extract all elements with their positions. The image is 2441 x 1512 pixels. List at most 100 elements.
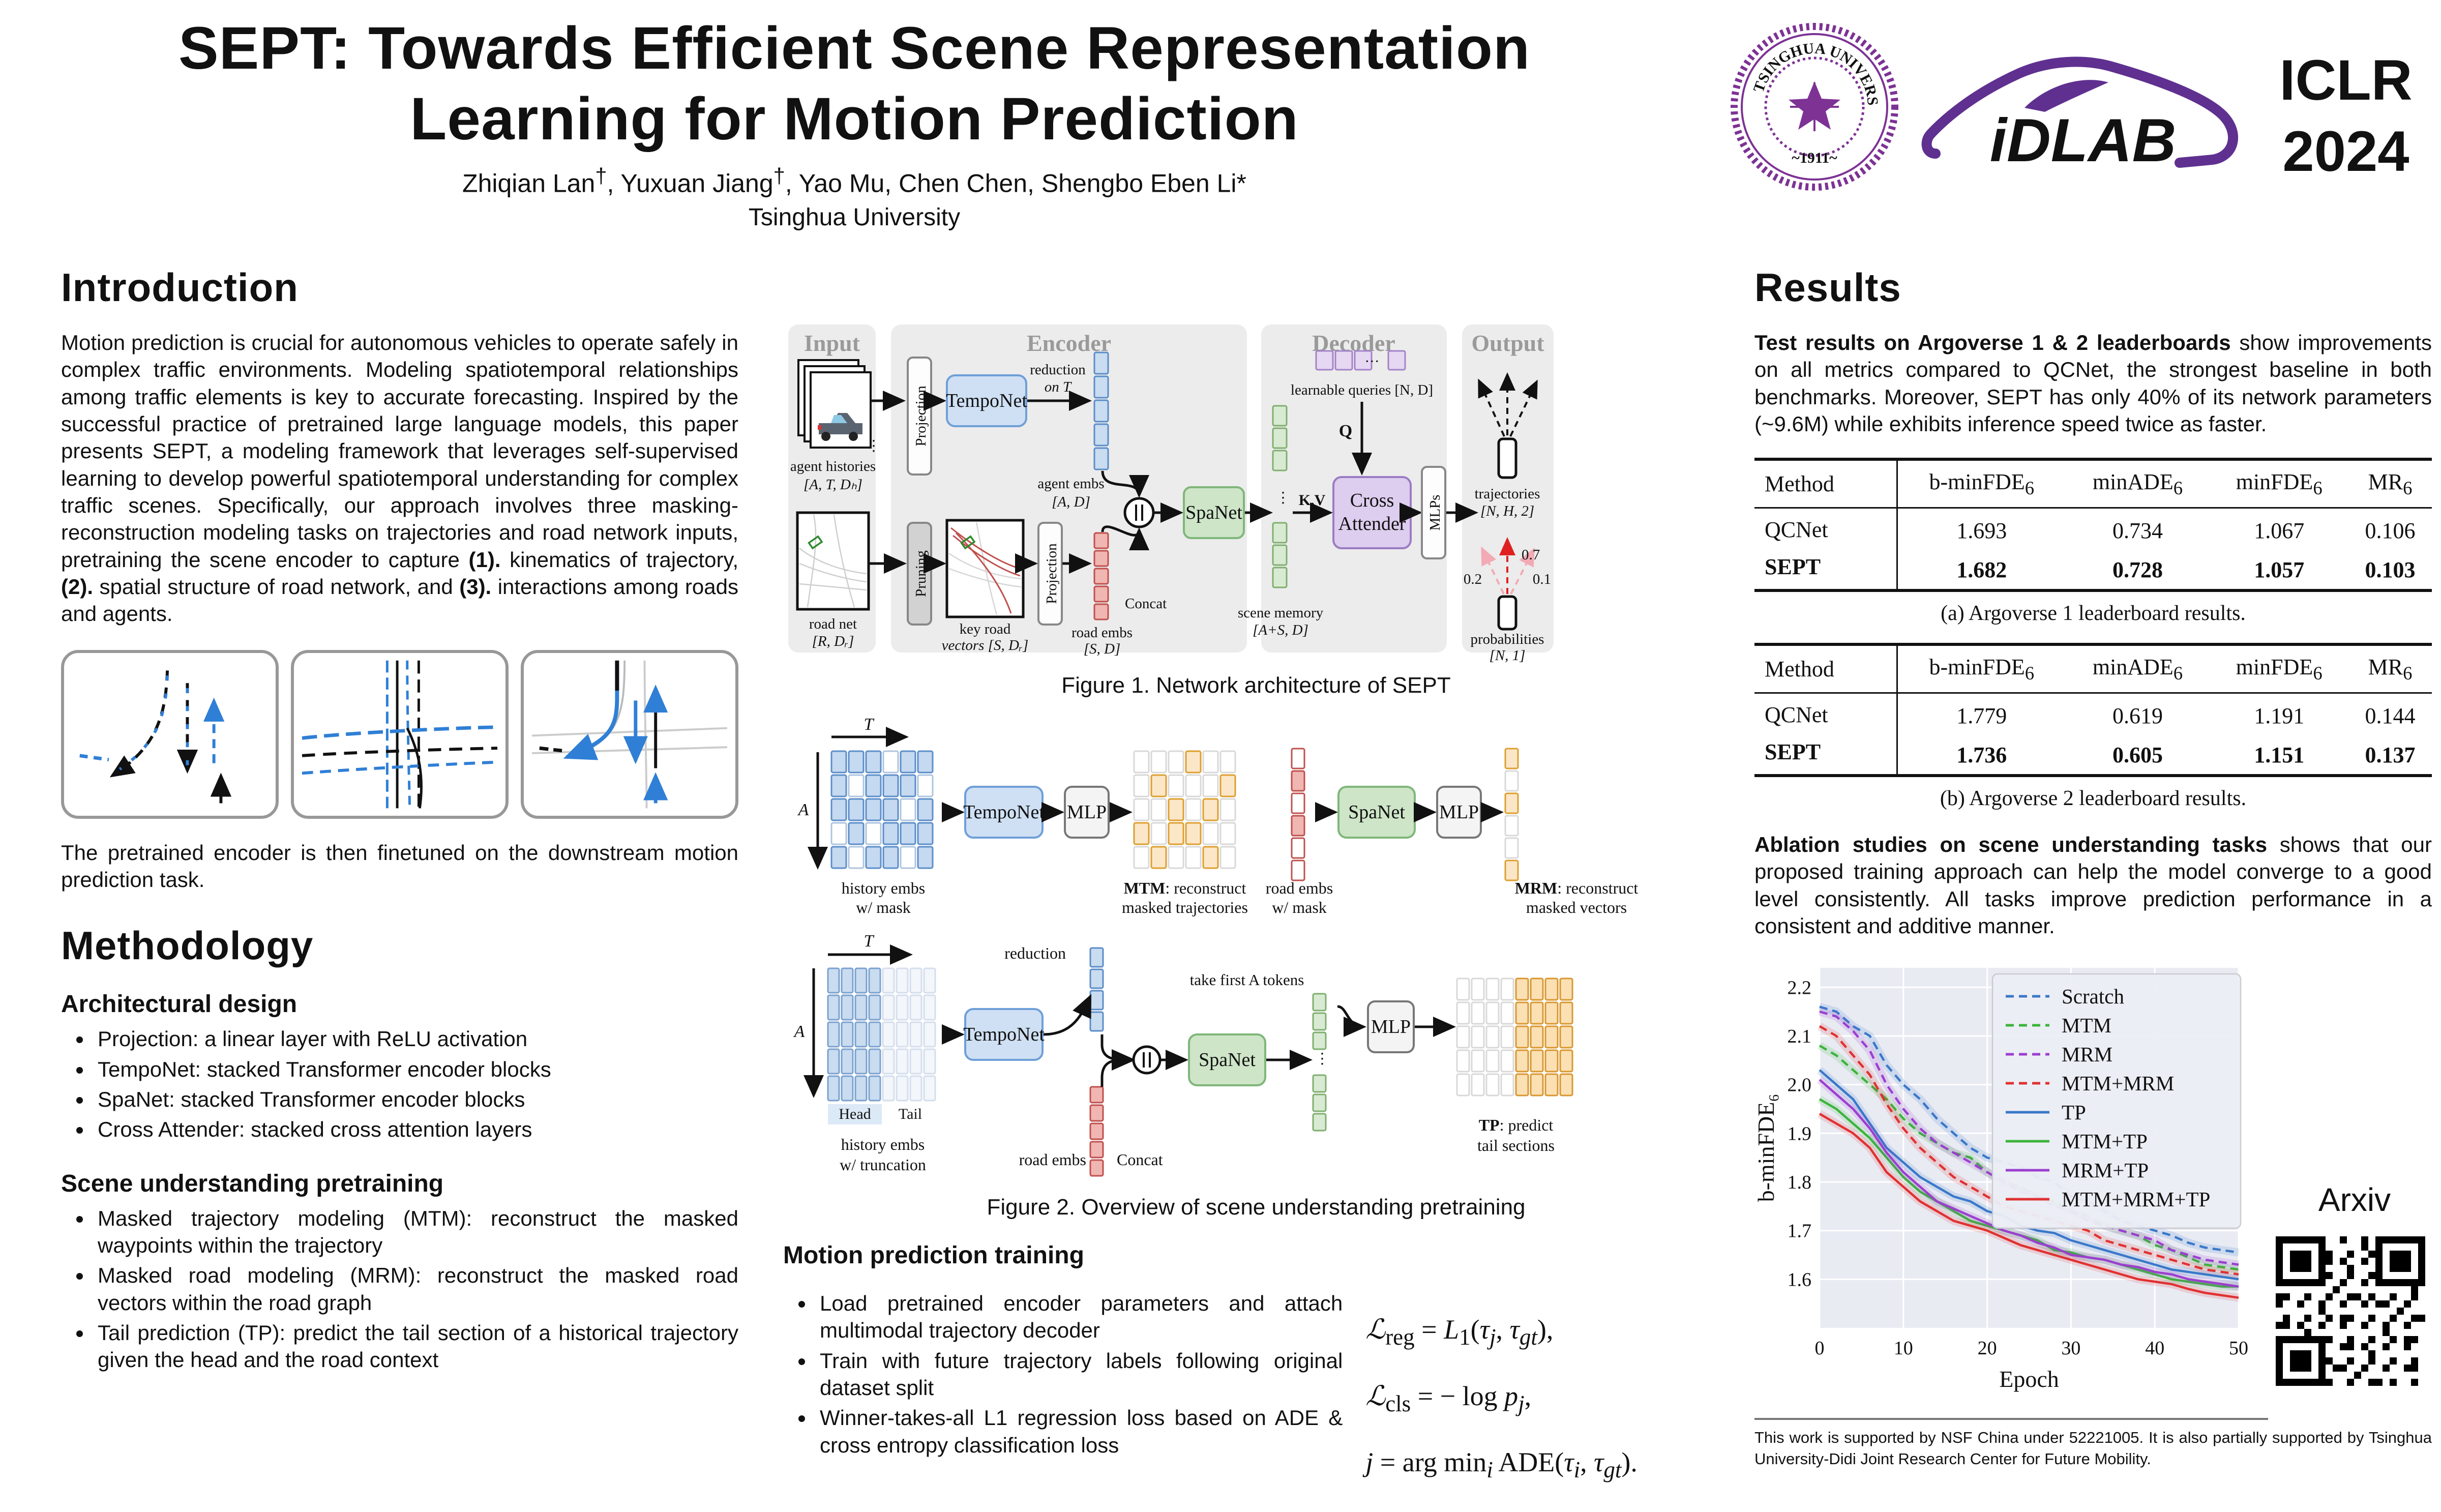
fig1-kv-label: K,V bbox=[1299, 492, 1326, 509]
fig1-key-road-label1: key road bbox=[960, 621, 1011, 637]
fig1-scene-memory-label: scene memory bbox=[1238, 605, 1324, 621]
fig1-cross-label1: Cross bbox=[1350, 490, 1394, 511]
cell-method: QCNet bbox=[1754, 508, 1898, 551]
x-tick-label: 30 bbox=[2061, 1338, 2080, 1359]
fig2-mtm-label1: MTM: reconstruct bbox=[1124, 879, 1246, 897]
cell-value: 1.779 bbox=[1956, 703, 2007, 728]
fig1-road-embs-dim: [S, D] bbox=[1084, 641, 1121, 657]
fig1-probabilities-dim: [N, 1] bbox=[1490, 647, 1526, 664]
fig2-history-mask-label2: w/ mask bbox=[856, 898, 911, 916]
iclr-line1: ICLR bbox=[2279, 48, 2413, 112]
tp-output-grid-orange bbox=[1515, 977, 1573, 1096]
scene-memory-cells-bottom bbox=[1272, 522, 1288, 588]
fig1-spanet-label: SpaNet bbox=[1185, 502, 1242, 523]
ablation-paragraph: Ablation studies on scene understanding … bbox=[1754, 831, 2432, 939]
cell-value: 0.605 bbox=[2112, 742, 2163, 767]
list-item: TempoNet: stacked Transformer encoder bl… bbox=[93, 1056, 738, 1083]
cell-method: SEPT bbox=[1754, 735, 1898, 776]
fig1-projection1-label: Projection bbox=[913, 386, 929, 447]
tp-green-tokens-top bbox=[1312, 993, 1327, 1050]
legend-label: MRM bbox=[2062, 1043, 2112, 1066]
fig2-history-mask-label1: history embs bbox=[842, 879, 925, 897]
authors: Zhiqian Lan†, Yuxuan Jiang†, Yao Mu, Che… bbox=[462, 164, 1246, 198]
y-tick-label: 1.6 bbox=[1788, 1269, 1812, 1291]
fig2-mrm-bold: MRM bbox=[1515, 879, 1558, 897]
argoverse1-table-caption: (a) Argoverse 1 leaderboard results. bbox=[1941, 602, 2246, 626]
reduction-column bbox=[1089, 947, 1104, 1032]
fig2b-tp-label2: tail sections bbox=[1477, 1136, 1555, 1154]
col-header-method: Method bbox=[1754, 644, 1898, 694]
motion-training-heading: Motion prediction training bbox=[783, 1242, 1084, 1269]
fig2b-dots: ⋮ bbox=[1315, 1051, 1330, 1067]
figure1-caption: Figure 1. Network architecture of SEPT bbox=[1061, 673, 1451, 698]
table-row: QCNet 1.693 0.734 1.067 0.106 bbox=[1754, 508, 2432, 551]
table-header-row: Method b-minFDE6 minADE6 minFDE6 MR6 bbox=[1754, 644, 2432, 694]
fig1-road-embs-label: road embs bbox=[1071, 625, 1133, 641]
figure2-tail-prediction: T A Head Tail history embs w/ truncation… bbox=[793, 932, 1573, 1177]
col-header-bminfde: b-minFDE6 bbox=[1897, 644, 2066, 694]
poster-title-line1: SEPT: Towards Efficient Scene Representa… bbox=[178, 15, 1531, 82]
fig2b-history-label2: w/ truncation bbox=[840, 1155, 926, 1174]
fig2b-tp-bold: TP bbox=[1479, 1116, 1500, 1134]
introduction-heading: Introduction bbox=[61, 265, 299, 310]
argoverse2-table-caption: (b) Argoverse 2 leaderboard results. bbox=[1940, 786, 2247, 810]
fig1-pruning-label: Pruning bbox=[913, 550, 929, 597]
conference-badge: ICLR 2024 bbox=[2262, 45, 2430, 187]
legend-label: Scratch bbox=[2062, 985, 2124, 1008]
table-header-row: Method b-minFDE6 minADE6 minFDE6 MR6 bbox=[1754, 459, 2432, 509]
idlab-car-outline-icon bbox=[1921, 56, 2238, 168]
fig2-mtm-label2: masked trajectories bbox=[1122, 898, 1248, 916]
road-embs-column bbox=[1093, 532, 1109, 620]
tp-road-embs-column bbox=[1089, 1086, 1104, 1177]
intro-seg6: (3). bbox=[459, 574, 492, 599]
fig2b-head-label: Head bbox=[839, 1106, 871, 1122]
fig2-t-label: T bbox=[864, 716, 875, 734]
fig1-key-road-label2: vectors [S, Dᵣ] bbox=[942, 637, 1029, 654]
arch-design-list: Projection: a linear layer with ReLU act… bbox=[61, 1025, 738, 1143]
mtm-reconstruction-grid bbox=[1133, 750, 1236, 869]
fig2-road-mask-label2: w/ mask bbox=[1272, 898, 1327, 916]
fig2-mrm-label2: masked vectors bbox=[1526, 898, 1627, 916]
table-row: SEPT 1.682 0.728 1.057 0.103 bbox=[1754, 551, 2432, 591]
fig1-prob-02: 0.2 bbox=[1464, 571, 1482, 587]
key-road-vectors-icon bbox=[945, 519, 1025, 618]
list-item: Winner-takes-all L1 regression loss base… bbox=[815, 1404, 1343, 1459]
poster-title-line2: Learning for Motion Prediction bbox=[410, 85, 1299, 153]
col-header-minfde: minFDE6 bbox=[2210, 644, 2348, 694]
legend-label: TP bbox=[2062, 1101, 2086, 1124]
y-tick-label: 2.1 bbox=[1788, 1026, 1812, 1047]
fig2-mtm-rest: : reconstruct bbox=[1165, 879, 1246, 897]
y-axis-label: b-minFDE₆ bbox=[1754, 1094, 1779, 1202]
panel-title-input: Input bbox=[804, 330, 860, 356]
y-tick-label: 2.2 bbox=[1788, 977, 1812, 998]
cell-method: QCNet bbox=[1754, 693, 1898, 736]
y-tick-label: 1.9 bbox=[1788, 1123, 1812, 1145]
tp-output-grid-white bbox=[1456, 977, 1514, 1096]
results-rest: show improvements on all metrics compare… bbox=[1754, 331, 2432, 436]
trajectory-thumbnail-2 bbox=[291, 649, 509, 819]
cell-value: 1.067 bbox=[2254, 518, 2305, 544]
cell-value: 0.103 bbox=[2365, 557, 2416, 583]
fig2-road-mask-label1: road embs bbox=[1266, 879, 1333, 897]
idlab-logo: iDLAB bbox=[1921, 56, 2238, 174]
loss-formulas: ℒreg = L1(τj, τgt), ℒcls = − log pj, j =… bbox=[1343, 1283, 1729, 1512]
motion-training-block: Load pretrained encoder parameters and a… bbox=[783, 1283, 1729, 1512]
fig2-mtm-bold: MTM bbox=[1124, 879, 1166, 897]
fig2-mrm-label1: MRM: reconstruct bbox=[1515, 879, 1639, 897]
fig1-trajectories-label: trajectories bbox=[1475, 486, 1540, 502]
ablation-line-chart: 1.6 1.7 1.8 1.9 2.0 2.1 2.2 0 10 20 30 40 50 Scratch M… bbox=[1754, 968, 2248, 1392]
x-tick-label: 50 bbox=[2229, 1338, 2248, 1359]
fig1-road-net-dim: [R, Dᵣ] bbox=[812, 633, 854, 649]
x-tick-label: 40 bbox=[2145, 1338, 2164, 1359]
right-column: Results Test results on Argoverse 1 & 2 … bbox=[1754, 264, 2432, 1392]
x-tick-label: 10 bbox=[1894, 1338, 1913, 1359]
scene-memory-cells-top bbox=[1272, 405, 1288, 471]
motion-training-list: Load pretrained encoder parameters and a… bbox=[783, 1290, 1343, 1512]
series-line-MTM+MRM+TP bbox=[1819, 1113, 2239, 1299]
arxiv-label: Arxiv bbox=[2318, 1181, 2391, 1218]
cell-value: 1.151 bbox=[2254, 742, 2305, 767]
cell-value: 0.106 bbox=[2365, 518, 2416, 544]
list-item: Masked road modeling (MRM): reconstruct … bbox=[93, 1262, 738, 1316]
cell-value: 0.728 bbox=[2112, 557, 2163, 583]
col-header-bminfde: b-minFDE6 bbox=[1897, 459, 2066, 509]
